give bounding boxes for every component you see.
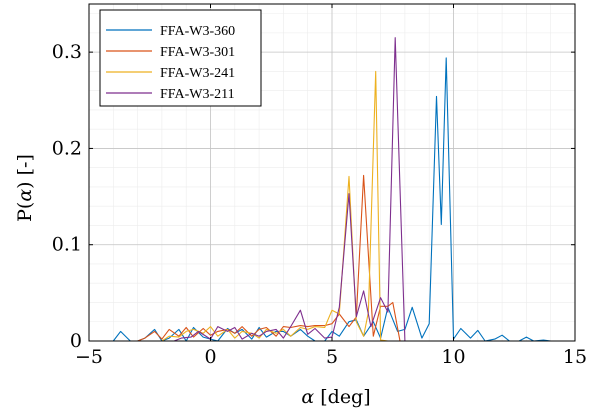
series-layer — [112, 37, 551, 342]
y-tick-label: 0.2 — [52, 137, 82, 159]
x-tick-label: 0 — [204, 346, 216, 368]
y-axis-symbol: α — [14, 189, 36, 202]
series-line-3 — [173, 37, 406, 342]
series-line-0 — [112, 57, 551, 342]
x-axis-title: α [deg] — [301, 386, 370, 408]
y-tick-label: 0.1 — [52, 234, 82, 256]
y-tick-label: 0 — [70, 330, 82, 352]
x-tick-label: 10 — [441, 346, 465, 368]
x-axis-unit: [deg] — [314, 386, 370, 408]
legend-label-3: FFA-W3-211 — [160, 87, 235, 102]
legend-box — [99, 9, 262, 107]
legend-label-2: FFA-W3-241 — [160, 66, 235, 81]
x-tick-label: 15 — [563, 346, 587, 368]
legend-label-1: FFA-W3-301 — [160, 45, 235, 60]
series-line-2 — [161, 70, 388, 342]
legend-label-0: FFA-W3-360 — [160, 24, 235, 39]
legend: FFA-W3-360 FFA-W3-301 FFA-W3-241 FFA-W3-211 — [99, 9, 262, 107]
y-axis-suffix: ) [-] — [14, 154, 36, 189]
y-axis-title: P(α) [-] — [14, 154, 36, 222]
y-tick-label: 0.3 — [52, 41, 82, 63]
x-tick-label: 5 — [326, 346, 338, 368]
series-line-1 — [137, 174, 401, 342]
x-axis-symbol: α — [301, 386, 314, 408]
y-axis-prefix: P( — [14, 202, 36, 222]
x-tick-label: −5 — [75, 346, 103, 368]
